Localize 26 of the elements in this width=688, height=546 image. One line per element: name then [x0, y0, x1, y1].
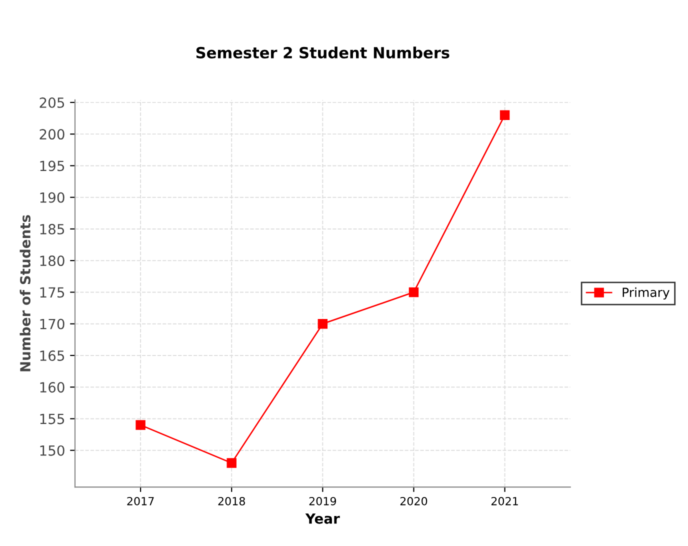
- point: [500, 110, 510, 120]
- y-tick-label: 170: [40, 318, 64, 330]
- y-tick-label: 205: [40, 97, 64, 108]
- point: [136, 420, 146, 430]
- y-tick-label: 150: [40, 445, 64, 456]
- y-tick-label: 160: [40, 382, 64, 393]
- legend-label: Primary: [622, 287, 670, 300]
- x-tick-label: 2019: [309, 496, 336, 506]
- y-tick-label: 165: [40, 350, 64, 361]
- x-tick-label: 2017: [127, 496, 154, 506]
- point: [408, 287, 419, 298]
- x-tick-label: 2018: [218, 496, 245, 506]
- x-axis-title: Year: [305, 513, 340, 524]
- y-tick-label: 155: [40, 414, 64, 424]
- x-tick-label: 2021: [491, 496, 518, 506]
- y-axis-title: Number of Students: [20, 215, 31, 372]
- point: [318, 318, 328, 329]
- y-tick-label: 185: [40, 224, 64, 234]
- x-tick-label: 2020: [400, 496, 428, 506]
- y-tick-label: 190: [40, 192, 64, 203]
- point: [226, 458, 236, 468]
- y-tick-label: 175: [40, 287, 64, 298]
- y-tick-label: 195: [40, 160, 64, 172]
- y-tick-label: 180: [40, 256, 64, 266]
- y-tick-label: 200: [40, 129, 64, 140]
- chart-title: Semester 2 Student Numbers: [196, 46, 450, 58]
